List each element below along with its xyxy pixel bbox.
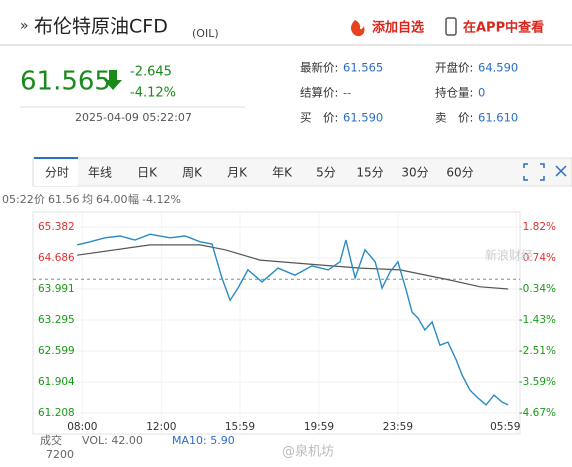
fullscreen-icon[interactable] (523, 163, 545, 181)
volume-vol: VOL: 42.00 (82, 434, 143, 447)
flame-icon[interactable] (351, 20, 365, 37)
volume-ma: MA10: 5.90 (172, 434, 235, 447)
y-tick-label: 64.686 (38, 252, 75, 264)
y2-tick-label: -3.59% (519, 376, 556, 388)
y2-tick-label: -4.67% (519, 407, 556, 419)
x-tick-label: 08:00 (67, 421, 97, 433)
info-label: 持仓量: (435, 86, 473, 100)
y2-tick-label: -2.51% (519, 345, 556, 357)
tab[interactable]: 分时 (45, 166, 69, 180)
active-tab (34, 158, 78, 186)
info-label: 最新价: (300, 61, 338, 75)
price: 61.565 (20, 67, 111, 97)
y2-tick-label: 0.74% (523, 252, 556, 264)
quote-line-time: 05:22 (2, 193, 34, 206)
quote-line: 05:22 价 61.56 均 64.00 幅 -4.12% (2, 193, 181, 206)
x-tick-label: 19:59 (304, 421, 334, 433)
y-tick-label: 61.208 (38, 407, 75, 419)
y-tick-label: 65.382 (38, 221, 75, 233)
tab-bar (32, 157, 572, 187)
change: -2.645 (130, 65, 172, 80)
y-tick-label: 63.991 (38, 283, 75, 295)
x-tick-label: 15:59 (225, 421, 255, 433)
x-tick-label: 23:59 (383, 421, 413, 433)
close-icon[interactable] (555, 165, 567, 177)
info-value: 61.590 (343, 111, 383, 125)
tab[interactable]: 年K (272, 166, 293, 180)
down-arrow (104, 70, 122, 90)
tab[interactable]: 周K (182, 166, 203, 180)
y-tick-label: 63.295 (38, 314, 75, 326)
quote-line-price-label: 价 (34, 193, 45, 206)
watermark: 新浪财经 (485, 248, 533, 263)
tab[interactable]: 5分 (316, 166, 336, 180)
phone-icon[interactable] (445, 17, 457, 36)
quote-line-avg-label: 均 (82, 193, 93, 206)
info-label: 买 价: (300, 111, 338, 125)
y2-tick-label: -0.34% (519, 283, 556, 295)
open-app[interactable]: 在APP中查看 (463, 20, 544, 36)
info-value: 64.590 (478, 61, 518, 75)
y-tick-label: 62.599 (38, 345, 75, 357)
y2-tick-label: 1.82% (523, 221, 556, 233)
series-line (77, 244, 509, 290)
tab[interactable]: 月K (227, 166, 248, 180)
info-value: 61.565 (343, 61, 383, 75)
watermark: @泉机坊 (282, 444, 334, 460)
quote-line-change-label: 幅 (128, 193, 139, 206)
title: 布伦特原油CFD (34, 16, 168, 38)
plot-frame (32, 211, 521, 435)
info-label: 结算价: (300, 86, 338, 100)
quote-line-price: 61.56 (48, 193, 80, 206)
series-line (76, 233, 509, 406)
add-watch[interactable]: 添加自选 (372, 20, 424, 36)
volume-tick: 7200 (46, 448, 74, 461)
info-value: 0 (478, 86, 485, 100)
info-label: 卖 价: (435, 111, 473, 125)
code: (OIL) (192, 27, 219, 40)
tab[interactable]: 年线 (88, 166, 112, 180)
plot: 65.382 64.686 63.991 63.295 62.599 61.904 61.2… (33, 212, 556, 434)
quote-line-avg: 64.00 (96, 193, 128, 206)
tab[interactable]: 日K (137, 166, 158, 180)
volume-label: 成交 (40, 433, 62, 447)
y-tick-label: 61.904 (38, 376, 75, 388)
title-prefix: » (20, 18, 29, 34)
tab[interactable]: 30分 (401, 166, 428, 180)
y2-tick-label: -1.43% (519, 314, 556, 326)
x-tick-label: 05:59 (490, 421, 520, 433)
x-tick-label: 12:00 (146, 421, 176, 433)
quote-time: 2025-04-09 05:22:07 (75, 111, 192, 124)
info-value: -- (343, 86, 351, 100)
tab[interactable]: 60分 (446, 166, 473, 180)
tab[interactable]: 15分 (356, 166, 383, 180)
info-grid: 最新价: 61.565 开盘价: 64.590 结算价: -- 持仓量: 0 买 价: 61.59… (300, 61, 518, 125)
info-value: 61.610 (478, 111, 518, 125)
info-label: 开盘价: (435, 61, 473, 75)
quote-line-change: -4.12% (142, 193, 181, 206)
tabs: 分时 年线 日K 周K 月K 年K 5分 15分 30分 60分 (45, 166, 474, 180)
change-pct: -4.12% (130, 86, 176, 101)
